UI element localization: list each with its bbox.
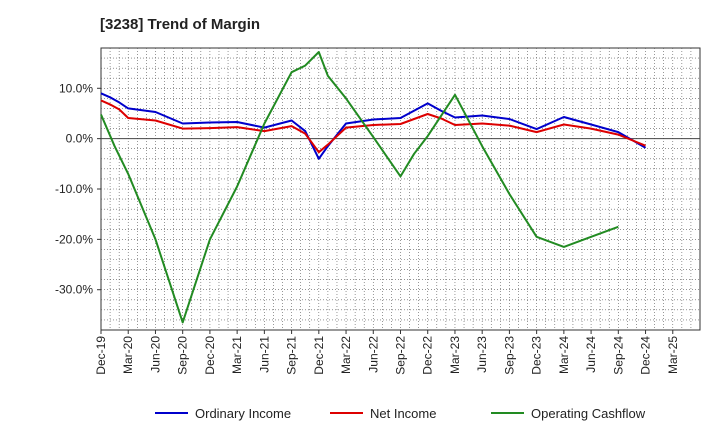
x-tick-label: Sep-20 <box>176 336 190 375</box>
x-tick-label: Sep-24 <box>611 336 625 375</box>
x-tick-label: Mar-20 <box>121 336 135 374</box>
net-income-line <box>100 99 646 154</box>
operating-cashflow-line <box>100 51 619 324</box>
x-tick-label: Sep-22 <box>394 336 408 375</box>
x-tick-label: Jun-22 <box>366 336 380 373</box>
x-tick-label: Sep-21 <box>285 336 299 375</box>
x-tick-label: Mar-23 <box>448 336 462 374</box>
x-tick-label: Jun-24 <box>584 336 598 373</box>
x-tick-label: Mar-21 <box>230 336 244 374</box>
x-tick-label: Dec-19 <box>94 336 108 375</box>
x-tick-label: Jun-21 <box>257 336 271 373</box>
x-tick-label: Jun-23 <box>475 336 489 373</box>
x-tick-label: Dec-22 <box>421 336 435 375</box>
chart-title: [3238] Trend of Margin <box>100 16 261 33</box>
x-tick-label: Dec-21 <box>312 336 326 375</box>
x-tick-label: Dec-20 <box>203 336 217 375</box>
operating-cashflow-legend-label: Operating Cashflow <box>531 406 646 421</box>
x-tick-label: Sep-23 <box>502 336 516 375</box>
ordinary-income-legend-label: Ordinary Income <box>195 406 291 421</box>
x-tick-label: Mar-24 <box>557 336 571 374</box>
y-tick-label: -30.0% <box>55 283 93 297</box>
y-tick-label: 0.0% <box>66 132 94 146</box>
y-tick-label: -20.0% <box>55 232 93 246</box>
x-tick-label: Mar-22 <box>339 336 353 374</box>
x-tick-label: Jun-20 <box>148 336 162 373</box>
axes: 10.0% 0.0% -10.0% -20.0% -30.0% Dec-19 Mar-20 J… <box>55 81 680 374</box>
legend: Ordinary Income Net Income Operating Cashf… <box>155 406 646 421</box>
net-income-legend-label: Net Income <box>370 406 436 421</box>
y-tick-label: -10.0% <box>55 182 93 196</box>
series-lines <box>100 51 646 324</box>
x-tick-label: Dec-24 <box>639 336 653 375</box>
grid-lines <box>100 47 701 331</box>
x-tick-label: Dec-23 <box>530 336 544 375</box>
y-tick-label: 10.0% <box>59 81 93 95</box>
x-tick-label: Mar-25 <box>666 336 680 374</box>
